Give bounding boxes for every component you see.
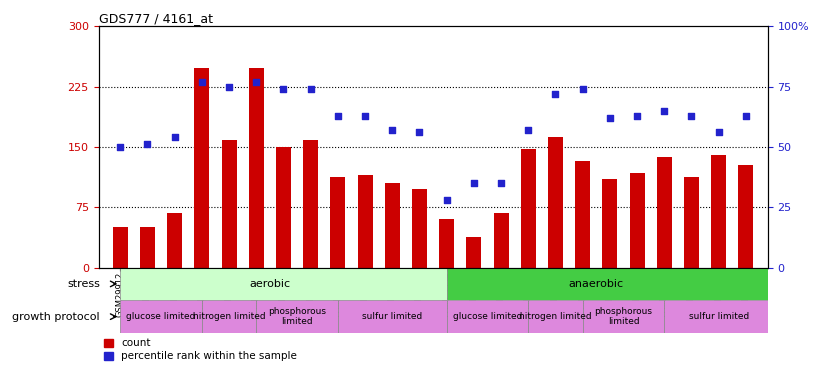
Point xyxy=(631,112,644,118)
Point xyxy=(222,84,236,90)
Point xyxy=(467,180,480,186)
Bar xyxy=(447,300,528,333)
Bar xyxy=(711,155,726,267)
Point xyxy=(494,180,507,186)
Bar xyxy=(493,213,508,267)
Text: aerobic: aerobic xyxy=(250,279,291,289)
Text: growth protocol: growth protocol xyxy=(12,312,100,322)
Point xyxy=(658,108,671,114)
Bar xyxy=(466,237,481,267)
Bar xyxy=(548,137,563,267)
Point xyxy=(386,127,399,133)
Point xyxy=(250,79,263,85)
Text: glucose limited: glucose limited xyxy=(126,312,195,321)
Point xyxy=(195,79,209,85)
Bar xyxy=(664,300,773,333)
Bar xyxy=(447,267,773,300)
Point xyxy=(332,112,345,118)
Bar xyxy=(583,300,664,333)
Bar xyxy=(603,179,617,267)
Point xyxy=(114,144,127,150)
Bar xyxy=(358,175,373,267)
Text: stress: stress xyxy=(67,279,100,289)
Bar xyxy=(521,148,536,267)
Bar xyxy=(439,219,454,267)
Bar xyxy=(630,172,644,267)
Bar xyxy=(528,300,583,333)
Point xyxy=(603,115,617,121)
Text: phosphorous
limited: phosphorous limited xyxy=(594,307,653,326)
Text: nitrogen limited: nitrogen limited xyxy=(519,312,592,321)
Bar xyxy=(657,156,672,267)
Bar xyxy=(121,300,202,333)
Text: GDS777 / 4161_at: GDS777 / 4161_at xyxy=(99,12,213,25)
Text: nitrogen limited: nitrogen limited xyxy=(193,312,265,321)
Bar xyxy=(222,141,236,267)
Point xyxy=(521,127,534,133)
Bar xyxy=(256,300,338,333)
Point xyxy=(549,91,562,97)
Point xyxy=(413,129,426,135)
Bar xyxy=(140,227,155,267)
Bar xyxy=(195,68,209,267)
Bar xyxy=(412,189,427,267)
Text: sulfur limited: sulfur limited xyxy=(689,312,749,321)
Bar xyxy=(276,147,291,267)
Bar xyxy=(249,68,264,267)
Text: anaerobic: anaerobic xyxy=(569,279,624,289)
Point xyxy=(739,112,752,118)
Point xyxy=(712,129,725,135)
Bar xyxy=(576,161,590,267)
Bar xyxy=(338,300,447,333)
Point xyxy=(440,197,453,203)
Bar xyxy=(112,227,128,267)
Bar xyxy=(330,177,346,267)
Bar xyxy=(202,300,256,333)
Point xyxy=(304,86,317,92)
Text: sulfur limited: sulfur limited xyxy=(362,312,422,321)
Text: phosphorous
limited: phosphorous limited xyxy=(268,307,326,326)
Point xyxy=(168,134,181,140)
Text: glucose limited: glucose limited xyxy=(453,312,522,321)
Legend: count, percentile rank within the sample: count, percentile rank within the sample xyxy=(103,338,297,362)
Point xyxy=(359,112,372,118)
Point xyxy=(685,112,698,118)
Bar xyxy=(121,267,447,300)
Point xyxy=(277,86,290,92)
Point xyxy=(141,141,154,147)
Bar xyxy=(738,165,754,267)
Bar xyxy=(167,213,182,267)
Bar xyxy=(303,141,319,267)
Point xyxy=(576,86,589,92)
Bar xyxy=(684,177,699,267)
Bar xyxy=(385,183,400,267)
